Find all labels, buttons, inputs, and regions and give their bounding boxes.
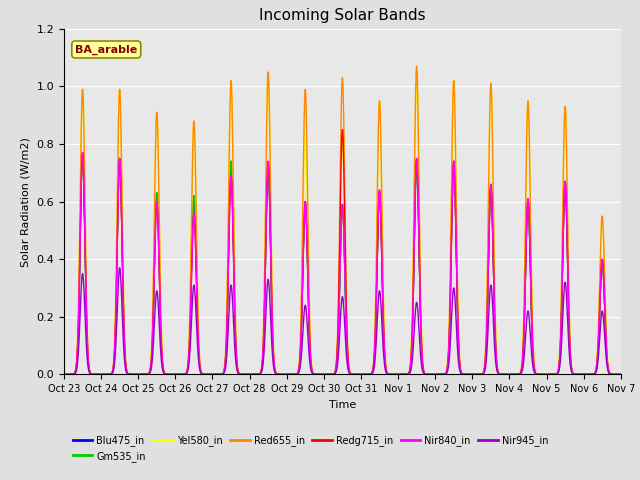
Red655_in — [60, 372, 68, 377]
Text: BA_arable: BA_arable — [75, 44, 138, 55]
Nir840_in — [592, 369, 600, 374]
Gm535_in — [617, 372, 625, 377]
Redg715_in — [617, 372, 625, 377]
Gm535_in — [328, 372, 335, 377]
Line: Red655_in: Red655_in — [64, 66, 621, 374]
Line: Redg715_in: Redg715_in — [64, 130, 621, 374]
Line: Nir840_in: Nir840_in — [64, 153, 621, 374]
Yel580_in — [398, 372, 406, 377]
Nir945_in — [617, 372, 625, 377]
Red655_in — [617, 372, 625, 377]
Gm535_in — [245, 372, 253, 377]
Blu475_in — [60, 372, 68, 377]
Blu475_in — [398, 372, 406, 377]
Nir945_in — [172, 372, 179, 377]
Y-axis label: Solar Radiation (W/m2): Solar Radiation (W/m2) — [21, 137, 31, 266]
Yel580_in — [328, 372, 335, 377]
Yel580_in — [245, 372, 253, 377]
Redg715_in — [328, 372, 335, 377]
Gm535_in — [60, 372, 68, 377]
Nir840_in — [79, 150, 86, 156]
Nir945_in — [592, 370, 600, 375]
Line: Nir945_in: Nir945_in — [64, 268, 621, 374]
Blu475_in — [245, 372, 253, 377]
Redg715_in — [245, 372, 253, 377]
Nir945_in — [116, 265, 124, 271]
Yel580_in — [60, 372, 68, 377]
Blu475_in — [617, 372, 625, 377]
Blu475_in — [592, 369, 600, 374]
Nir945_in — [245, 372, 253, 377]
Gm535_in — [398, 372, 406, 377]
Nir840_in — [245, 372, 253, 377]
Nir840_in — [282, 372, 290, 377]
Legend: Blu475_in, Gm535_in, Yel580_in, Red655_in, Redg715_in, Nir840_in, Nir945_in: Blu475_in, Gm535_in, Yel580_in, Red655_i… — [69, 431, 552, 466]
Gm535_in — [592, 369, 600, 374]
Redg715_in — [282, 372, 289, 377]
Gm535_in — [282, 372, 290, 377]
Red655_in — [171, 372, 179, 377]
Nir945_in — [60, 372, 68, 377]
Title: Incoming Solar Bands: Incoming Solar Bands — [259, 9, 426, 24]
X-axis label: Time: Time — [329, 400, 356, 409]
Nir840_in — [398, 372, 406, 377]
Yel580_in — [171, 372, 179, 377]
Red655_in — [328, 372, 335, 377]
Red655_in — [413, 63, 420, 69]
Gm535_in — [172, 372, 179, 377]
Nir945_in — [398, 372, 406, 377]
Red655_in — [398, 372, 406, 377]
Redg715_in — [171, 372, 179, 377]
Blu475_in — [328, 372, 335, 377]
Redg715_in — [592, 369, 600, 374]
Line: Yel580_in: Yel580_in — [64, 72, 621, 374]
Yel580_in — [282, 372, 290, 377]
Nir840_in — [617, 372, 625, 377]
Redg715_in — [398, 372, 406, 377]
Nir945_in — [328, 372, 335, 377]
Yel580_in — [264, 69, 272, 75]
Line: Gm535_in: Gm535_in — [64, 156, 621, 374]
Nir840_in — [172, 372, 179, 377]
Redg715_in — [339, 127, 346, 132]
Nir945_in — [282, 372, 290, 377]
Yel580_in — [617, 372, 625, 377]
Blu475_in — [172, 372, 179, 377]
Gm535_in — [79, 153, 86, 158]
Yel580_in — [592, 367, 600, 373]
Red655_in — [282, 372, 289, 377]
Nir840_in — [60, 372, 68, 377]
Red655_in — [592, 367, 600, 373]
Nir840_in — [328, 372, 335, 377]
Redg715_in — [60, 372, 68, 377]
Red655_in — [245, 372, 253, 377]
Blu475_in — [282, 372, 290, 377]
Blu475_in — [79, 153, 86, 158]
Line: Blu475_in: Blu475_in — [64, 156, 621, 374]
